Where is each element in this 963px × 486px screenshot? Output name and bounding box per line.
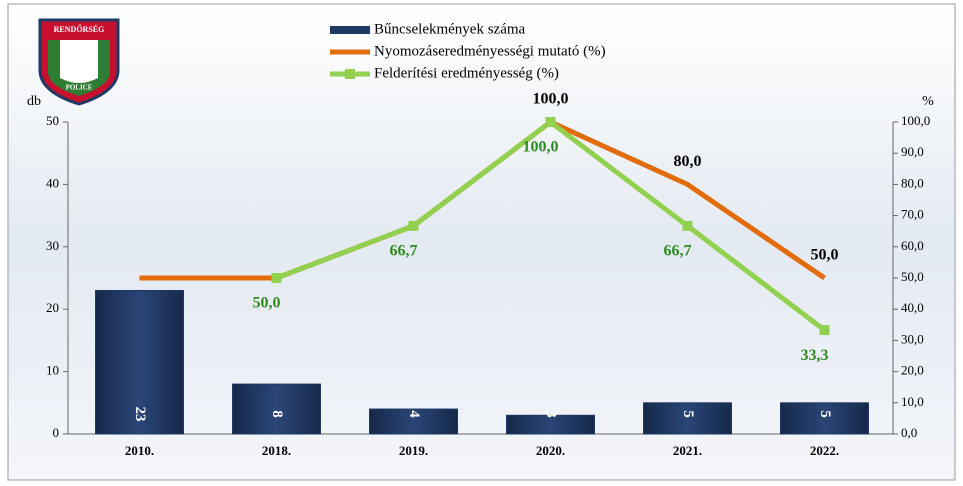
y2-tick-label: 0,0	[901, 425, 917, 440]
bar	[780, 402, 869, 435]
bar	[95, 289, 184, 435]
value-label: 100,0	[533, 91, 569, 108]
bar-value-label: 5	[817, 410, 833, 418]
y2-tick-label: 10,0	[901, 394, 924, 409]
bar-value-label: 4	[406, 410, 422, 418]
bar-value-label: 23	[132, 407, 148, 422]
x-tick-label: 2018.	[262, 443, 291, 458]
value-label: 66,7	[390, 243, 418, 260]
y2-tick-label: 60,0	[901, 238, 924, 253]
x-tick-label: 2022.	[810, 443, 839, 458]
line-marker	[819, 325, 830, 336]
y-tick-label: 50	[46, 113, 59, 128]
y2-tick-label: 70,0	[901, 207, 924, 222]
bar	[369, 408, 458, 435]
y2-tick-label: 50,0	[901, 269, 924, 284]
y-tick-label: 10	[46, 363, 59, 378]
y-tick-label: 0	[53, 425, 60, 440]
bar-value-label: 8	[269, 410, 285, 418]
value-label: 50,0	[811, 247, 839, 264]
value-label: 33,3	[801, 347, 829, 364]
y2-tick-label: 20,0	[901, 363, 924, 378]
legend-label: Felderítési eredményesség (%)	[374, 65, 559, 81]
bar	[643, 402, 732, 435]
x-tick-label: 2019.	[399, 443, 428, 458]
x-tick-label: 2020.	[536, 443, 565, 458]
legend-swatch	[330, 26, 370, 34]
y2-tick-label: 90,0	[901, 144, 924, 159]
line-marker	[682, 220, 693, 231]
value-label: 50,0	[253, 295, 281, 312]
x-tick-label: 2010.	[125, 443, 154, 458]
bar-value-label: 3	[543, 410, 559, 418]
y2-axis-title: %	[922, 94, 934, 109]
value-label: 100,0	[523, 139, 559, 156]
y-tick-label: 40	[46, 175, 59, 190]
line-marker	[271, 273, 282, 283]
value-label: 66,7	[664, 243, 692, 260]
logo-text: RENDŐRSÉG	[54, 24, 105, 34]
bar-value-label: 5	[680, 410, 696, 418]
legend-swatch	[345, 69, 355, 79]
x-tick-label: 2021.	[673, 443, 702, 458]
value-label: 80,0	[674, 153, 702, 170]
line-marker	[545, 117, 556, 127]
y2-tick-label: 100,0	[901, 113, 930, 128]
y-tick-label: 30	[46, 238, 59, 253]
legend-label: Nyomozáseredményességi mutató (%)	[374, 43, 606, 59]
legend-label: Bűncselekmények száma	[374, 21, 526, 37]
y-tick-label: 20	[46, 300, 59, 315]
y-axis-title: db	[27, 94, 41, 109]
logo: RENDŐRSÉG POLICE	[38, 18, 120, 106]
y2-tick-label: 40,0	[901, 300, 924, 315]
bar	[506, 414, 595, 435]
line-marker	[408, 220, 419, 231]
y2-tick-label: 30,0	[901, 331, 924, 346]
y2-tick-label: 80,0	[901, 175, 924, 190]
logo-text: POLICE	[66, 84, 93, 92]
bar	[232, 383, 321, 435]
